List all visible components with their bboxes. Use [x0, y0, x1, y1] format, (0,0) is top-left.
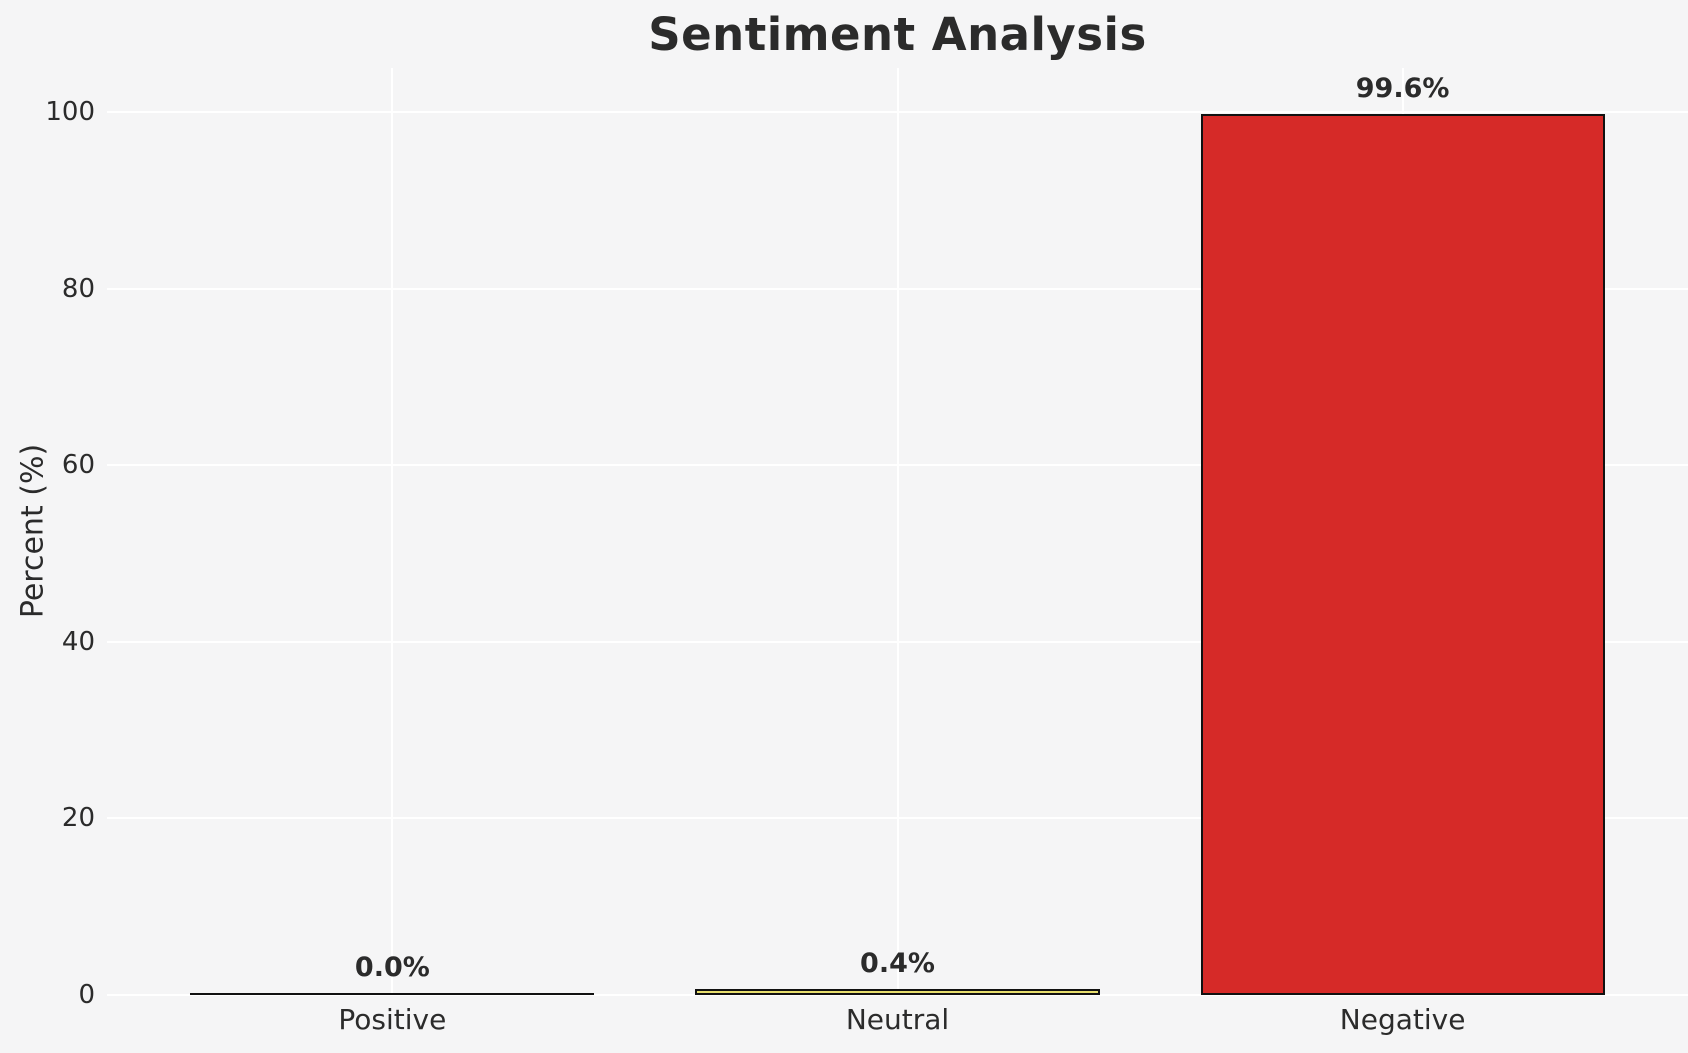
- y-tick-label: 20: [61, 803, 95, 834]
- x-tick-label: Positive: [338, 1003, 447, 1036]
- bar-value-label: 99.6%: [1355, 72, 1450, 104]
- y-tick-label: 80: [61, 273, 95, 304]
- v-gridline: [391, 68, 394, 995]
- bar-positive: [190, 993, 595, 995]
- y-tick-label: 100: [45, 97, 95, 128]
- y-tick-label: 60: [61, 450, 95, 481]
- bar-negative: [1200, 113, 1605, 995]
- y-tick-label: 40: [61, 626, 95, 657]
- bar-value-label: 0.4%: [860, 948, 935, 980]
- chart-title: Sentiment Analysis: [648, 8, 1147, 61]
- bar-value-label: 0.0%: [354, 952, 430, 983]
- v-gridline: [896, 68, 899, 995]
- x-tick-label: Negative: [1339, 1003, 1466, 1036]
- h-gridline: [107, 994, 1688, 996]
- bar-neutral: [695, 989, 1100, 995]
- y-tick-label: 0: [78, 980, 95, 1010]
- x-tick-label: Neutral: [845, 1003, 950, 1036]
- plot-area: 0 20 40 60 80 100 0.0% 0.4% 99.6% Positive Neutr…: [45, 68, 1688, 1036]
